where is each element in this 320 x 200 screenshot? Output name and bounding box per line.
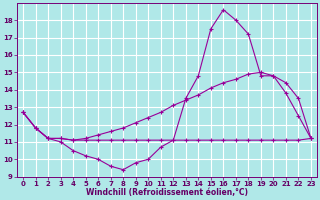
X-axis label: Windchill (Refroidissement éolien,°C): Windchill (Refroidissement éolien,°C): [86, 188, 248, 197]
